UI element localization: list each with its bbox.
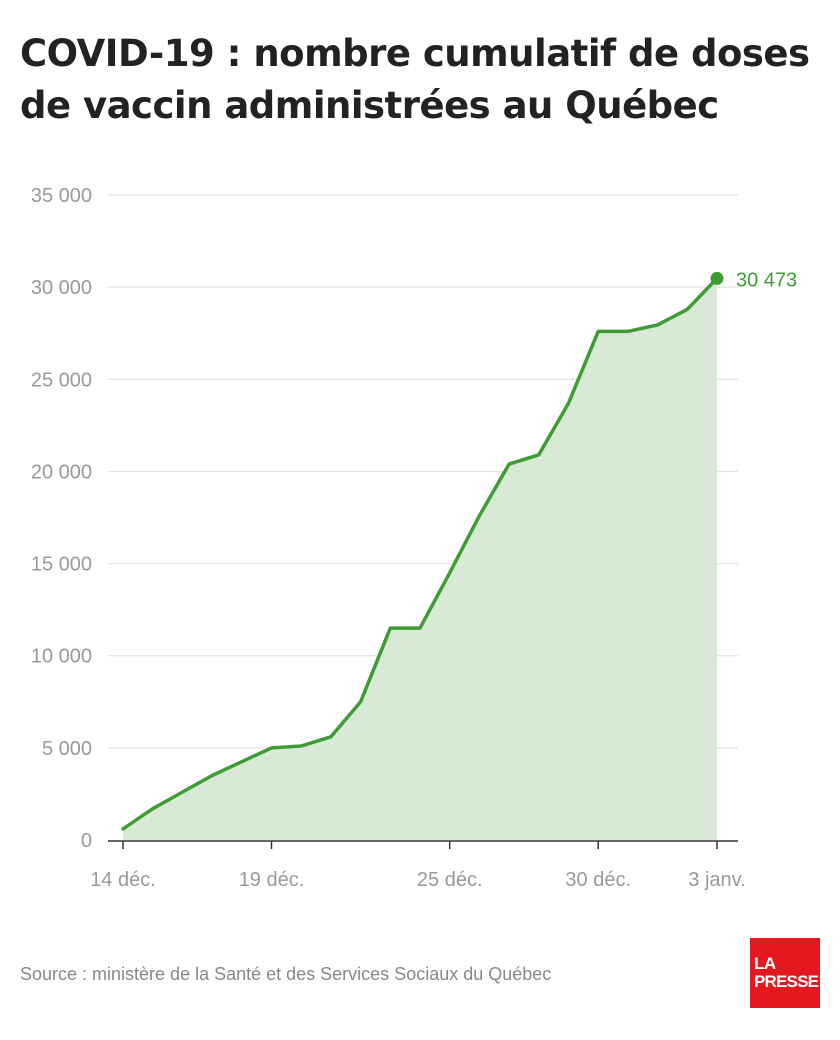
source-note: Source : ministère de la Santé et des Se… — [20, 964, 552, 984]
logo-line-2: PRESSE — [754, 972, 819, 991]
y-tick-label: 5 000 — [42, 738, 92, 760]
x-tick-label: 25 déc. — [417, 869, 483, 891]
chart-area: 0 5 000 10 000 15 000 20 000 25 000 30 000 35 0… — [31, 185, 797, 891]
series-line — [121, 276, 719, 831]
x-tick-label: 30 déc. — [565, 869, 631, 891]
y-tick-label: 10 000 — [31, 646, 92, 668]
y-tick-label: 0 — [81, 830, 92, 852]
logo-line-1: LA — [754, 954, 776, 973]
data-line — [121, 276, 719, 831]
annotations: 30 473 — [710, 269, 797, 291]
end-value-label: 30 473 — [736, 269, 797, 291]
y-tick-label: 35 000 — [31, 185, 92, 207]
y-tick-label: 20 000 — [31, 461, 92, 483]
y-axis-labels: 0 5 000 10 000 15 000 20 000 25 000 30 000 35 0… — [31, 185, 92, 852]
chart-title: COVID-19 : nombre cumulatif de doses de … — [20, 32, 810, 127]
area-fill — [123, 278, 717, 840]
x-tick-label: 3 janv. — [688, 869, 745, 891]
x-tick-label: 19 déc. — [239, 869, 305, 891]
y-tick-label: 15 000 — [31, 554, 92, 576]
la-presse-logo: LA PRESSE — [750, 938, 820, 1008]
x-tick-label: 14 déc. — [90, 869, 156, 891]
x-axis-labels: 14 déc. 19 déc. 25 déc. 30 déc. 3 janv. — [90, 869, 746, 891]
y-tick-label: 30 000 — [31, 277, 92, 299]
x-axis — [108, 840, 738, 849]
end-point-marker — [710, 271, 724, 285]
area-shape — [123, 278, 717, 840]
y-tick-label: 25 000 — [31, 369, 92, 391]
